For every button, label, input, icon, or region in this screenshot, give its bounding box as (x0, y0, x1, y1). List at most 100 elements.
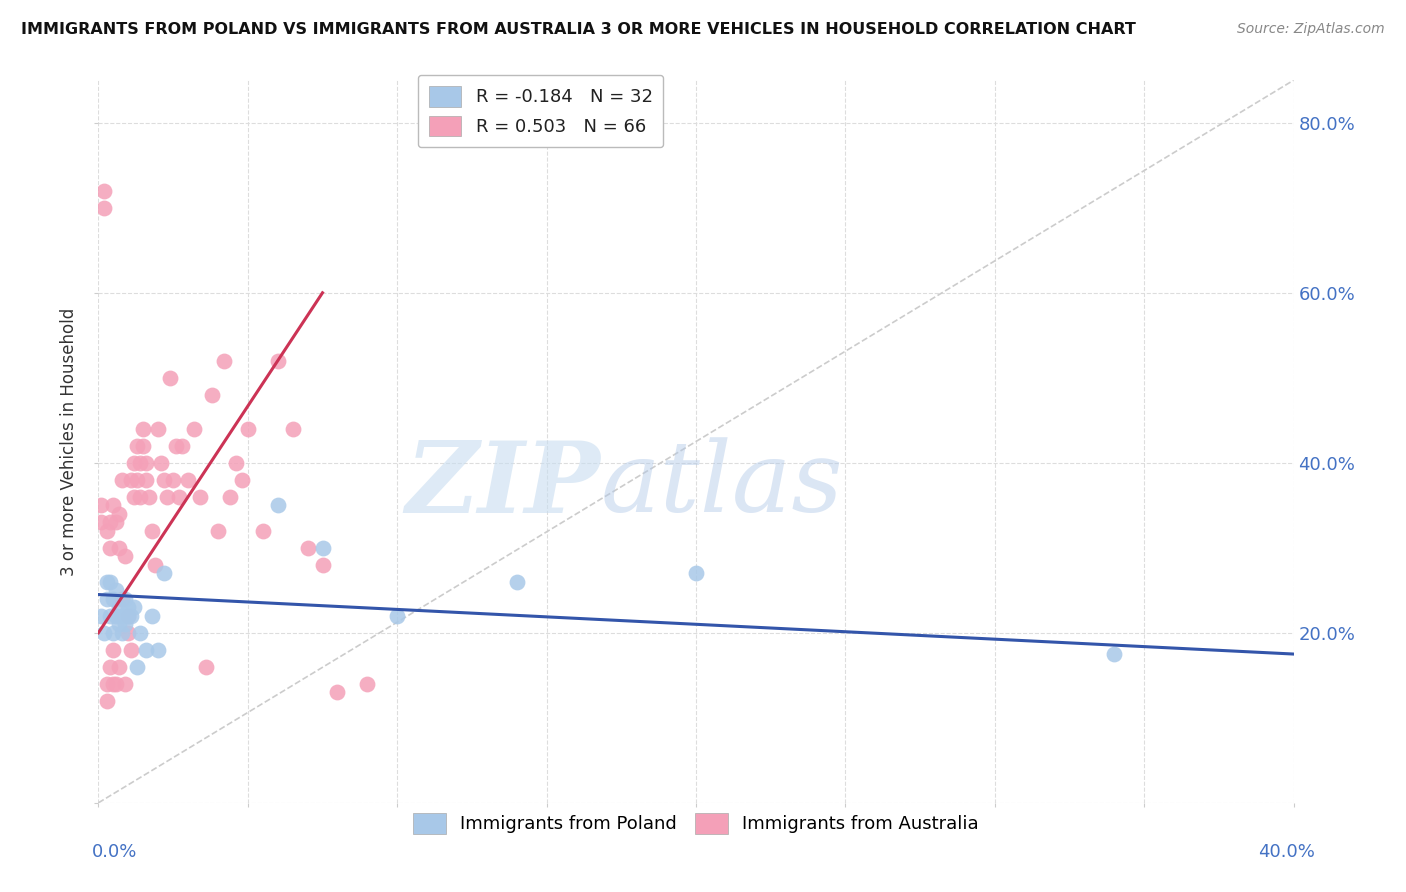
Point (124, 456, 146, 470)
Point (98, 516, 122, 530)
Point (225, 456, 247, 470)
Point (108, 660, 131, 674)
Point (148, 422, 170, 436)
Point (90, 498, 112, 512)
Point (114, 591, 136, 606)
Point (148, 642, 170, 657)
Point (93, 184, 115, 198)
Point (129, 490, 152, 504)
Point (120, 608, 142, 623)
Point (105, 583, 128, 598)
Point (129, 625, 152, 640)
Point (141, 608, 163, 623)
Point (141, 524, 163, 538)
Point (685, 566, 707, 581)
Point (127, 660, 149, 674)
Point (150, 456, 173, 470)
Point (124, 600, 146, 615)
Point (98, 574, 122, 589)
Point (93, 201, 115, 215)
Point (135, 473, 157, 487)
Point (103, 642, 125, 657)
Point (311, 541, 333, 555)
Point (207, 524, 229, 538)
Text: ZIP: ZIP (405, 437, 600, 533)
Point (156, 490, 179, 504)
Point (132, 422, 155, 436)
Point (111, 591, 134, 606)
Point (98, 660, 122, 674)
Point (135, 642, 157, 657)
Point (132, 439, 155, 453)
Point (188, 490, 211, 504)
Point (90, 608, 112, 623)
Point (96, 677, 118, 691)
Point (108, 507, 131, 521)
Point (135, 456, 157, 470)
Point (111, 473, 134, 487)
Point (98, 608, 122, 623)
Legend: Immigrants from Poland, Immigrants from Australia: Immigrants from Poland, Immigrants from … (402, 802, 990, 845)
Point (153, 473, 176, 487)
Point (252, 524, 274, 538)
Point (108, 617, 131, 632)
Point (385, 608, 409, 623)
Point (165, 439, 187, 453)
Point (129, 456, 152, 470)
Point (105, 608, 128, 623)
Text: Source: ZipAtlas.com: Source: ZipAtlas.com (1237, 22, 1385, 37)
Point (98, 541, 122, 555)
Point (105, 516, 128, 530)
Point (127, 473, 149, 487)
Point (127, 439, 149, 453)
Point (120, 642, 142, 657)
Point (117, 608, 139, 623)
Point (111, 608, 134, 623)
Point (219, 490, 242, 504)
Text: IMMIGRANTS FROM POLAND VS IMMIGRANTS FROM AUSTRALIA 3 OR MORE VEHICLES IN HOUSEH: IMMIGRANTS FROM POLAND VS IMMIGRANTS FRO… (21, 22, 1136, 37)
Point (114, 549, 136, 564)
Point (167, 490, 190, 504)
Point (103, 498, 125, 512)
Text: atlas: atlas (600, 437, 844, 533)
Point (159, 371, 181, 385)
Point (267, 498, 290, 512)
Point (124, 490, 146, 504)
Point (105, 677, 128, 691)
Point (162, 473, 184, 487)
Point (506, 574, 529, 589)
Point (96, 591, 118, 606)
Point (120, 473, 142, 487)
Y-axis label: 3 or more Vehicles in Household: 3 or more Vehicles in Household (60, 308, 79, 575)
Point (103, 677, 125, 691)
Point (183, 422, 205, 436)
Point (212, 353, 235, 368)
Point (201, 388, 224, 402)
Text: 40.0%: 40.0% (1258, 843, 1315, 861)
Point (96, 524, 118, 538)
Point (93, 625, 115, 640)
Point (114, 677, 136, 691)
Point (117, 608, 139, 623)
Point (114, 617, 136, 632)
Point (281, 422, 304, 436)
Point (138, 490, 160, 504)
Text: 0.0%: 0.0% (91, 843, 136, 861)
Point (1104, 647, 1126, 661)
Point (117, 600, 139, 615)
Point (172, 439, 194, 453)
Point (326, 685, 349, 699)
Point (103, 591, 125, 606)
Point (108, 541, 131, 555)
Point (236, 422, 259, 436)
Point (96, 574, 118, 589)
Point (111, 625, 134, 640)
Point (153, 566, 176, 581)
Point (195, 660, 218, 674)
Point (143, 558, 166, 572)
Point (117, 625, 139, 640)
Point (90, 516, 112, 530)
Point (231, 473, 253, 487)
Point (177, 473, 200, 487)
Point (108, 600, 131, 615)
